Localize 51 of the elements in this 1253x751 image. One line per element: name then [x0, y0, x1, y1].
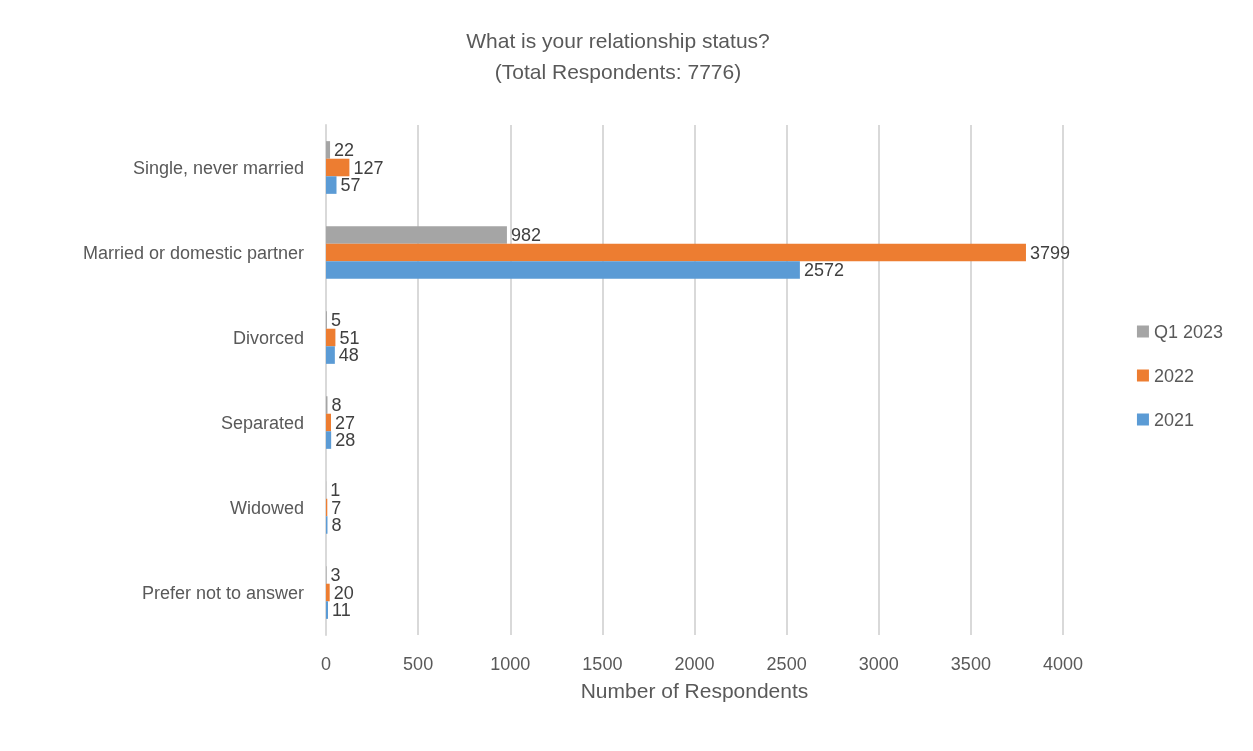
- chart-subtitle: (Total Respondents: 7776): [494, 60, 742, 83]
- y-tick-label: Separated: [220, 412, 304, 433]
- bar: [326, 346, 335, 364]
- data-label: 28: [335, 430, 356, 451]
- data-label: 22: [334, 139, 355, 160]
- data-label: 48: [338, 345, 359, 366]
- bar: [326, 158, 350, 177]
- legend-label: Q1 2023: [1153, 321, 1224, 342]
- data-label: 8: [331, 515, 342, 536]
- data-label: 11: [332, 600, 351, 621]
- data-label: 51: [339, 327, 360, 348]
- data-label: 127: [353, 157, 384, 178]
- data-label: 57: [340, 175, 361, 196]
- bar: [326, 226, 507, 244]
- bar: [326, 176, 337, 194]
- x-tick-label: 500: [403, 654, 434, 674]
- bar: [326, 431, 332, 449]
- x-tick-label: 1500: [582, 654, 623, 674]
- x-tick-label: 2000: [674, 654, 715, 674]
- data-label: 8: [331, 394, 342, 415]
- data-label: 982: [510, 224, 541, 245]
- data-label: 1: [330, 479, 341, 500]
- data-label: 7: [331, 497, 342, 518]
- y-tick-label: Married or domestic partner: [82, 242, 304, 263]
- data-label: 27: [334, 412, 356, 433]
- x-tick-label: 2500: [766, 654, 807, 674]
- x-tick-label: 3500: [950, 654, 991, 674]
- bar: [326, 413, 331, 432]
- bar: [326, 601, 329, 619]
- chart-title: What is your relationship status?: [466, 29, 770, 52]
- data-label: 3799: [1029, 242, 1071, 263]
- y-tick-label: Widowed: [229, 497, 304, 518]
- legend-label: 2022: [1153, 365, 1194, 386]
- x-axis-title: Number of Respondents: [580, 679, 809, 702]
- bar: [326, 141, 331, 159]
- x-tick-label: 0: [320, 654, 332, 674]
- data-label: 5: [330, 309, 341, 330]
- bar: [326, 583, 330, 602]
- legend-label: 2021: [1153, 409, 1194, 430]
- y-tick-label: Single, never married: [132, 157, 304, 178]
- y-tick-label: Prefer not to answer: [141, 582, 304, 603]
- bar: [326, 243, 1026, 262]
- x-tick-label: 3000: [858, 654, 899, 674]
- bar: [326, 261, 800, 279]
- y-tick-label: Divorced: [232, 327, 304, 348]
- bar: [326, 328, 336, 347]
- data-label: 3: [330, 564, 341, 585]
- data-label: 20: [333, 582, 354, 603]
- x-tick-label: 4000: [1042, 654, 1084, 674]
- data-label: 2572: [803, 260, 844, 281]
- x-tick-label: 1000: [490, 654, 531, 674]
